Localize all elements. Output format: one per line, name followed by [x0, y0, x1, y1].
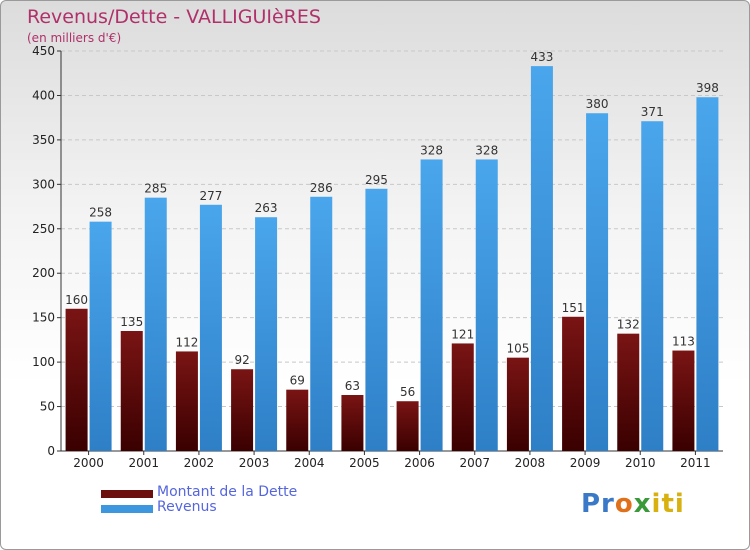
- x-tick-label: 2003: [239, 456, 270, 470]
- data-label-dette: 135: [120, 315, 143, 329]
- bar-revenus: [199, 204, 222, 451]
- y-tick-label: 350: [32, 133, 55, 147]
- x-tick-label: 2001: [128, 456, 159, 470]
- logo-part-4: iti: [651, 489, 685, 519]
- bar-dette: [175, 351, 198, 451]
- data-label-revenus: 286: [310, 181, 333, 195]
- data-label-dette: 151: [562, 301, 585, 315]
- x-tick-label: 2010: [625, 456, 656, 470]
- bar-dette: [231, 369, 254, 451]
- legend-swatch-dette: [101, 490, 153, 498]
- y-tick-label: 450: [32, 44, 55, 58]
- bar-revenus: [696, 97, 719, 451]
- bar-revenus: [144, 197, 167, 451]
- bar-dette: [562, 316, 585, 451]
- data-label-dette: 56: [400, 385, 415, 399]
- data-label-dette: 121: [451, 327, 474, 341]
- data-label-revenus: 371: [641, 105, 664, 119]
- x-tick-label: 2002: [184, 456, 215, 470]
- bar-dette: [451, 343, 474, 451]
- data-label-revenus: 285: [144, 182, 167, 196]
- bar-revenus: [530, 66, 553, 451]
- data-label-revenus: 380: [586, 97, 609, 111]
- x-tick-label: 2000: [73, 456, 104, 470]
- data-label-revenus: 277: [199, 189, 222, 203]
- data-label-dette: 63: [345, 379, 360, 393]
- bar-revenus: [310, 196, 333, 451]
- bar-dette: [672, 350, 695, 451]
- x-tick-label: 2008: [515, 456, 546, 470]
- logo-part-2: o: [614, 489, 634, 519]
- bar-dette: [506, 357, 529, 451]
- y-tick-label: 250: [32, 222, 55, 236]
- y-tick-label: 400: [32, 88, 55, 102]
- x-tick-label: 2011: [680, 456, 711, 470]
- bar-dette: [286, 389, 309, 451]
- data-label-revenus: 258: [89, 206, 112, 220]
- bar-revenus: [89, 221, 112, 451]
- bar-revenus: [586, 113, 609, 451]
- data-label-dette: 113: [672, 335, 695, 349]
- bar-dette: [396, 401, 419, 451]
- bar-revenus: [255, 217, 278, 451]
- legend-label-dette: Montant de la Dette: [157, 484, 298, 500]
- bar-dette: [617, 333, 640, 451]
- data-label-revenus: 263: [255, 201, 278, 215]
- bar-dette: [65, 308, 88, 451]
- y-tick-label: 300: [32, 177, 55, 191]
- x-tick-label: 2009: [570, 456, 601, 470]
- proxiti-logo: Proxiti: [581, 489, 685, 519]
- data-label-dette: 69: [290, 374, 305, 388]
- x-tick-label: 2006: [404, 456, 435, 470]
- bar-dette: [120, 331, 143, 451]
- data-label-dette: 132: [617, 318, 640, 332]
- bar-revenus: [365, 188, 388, 451]
- data-label-revenus: 295: [365, 173, 388, 187]
- bar-revenus: [475, 159, 498, 451]
- data-label-revenus: 398: [696, 81, 719, 95]
- chart-title: Revenus/Dette - VALLIGUIèRES: [27, 6, 321, 28]
- y-tick-label: 50: [40, 400, 55, 414]
- x-tick-label: 2004: [294, 456, 325, 470]
- y-tick-label: 200: [32, 266, 55, 280]
- chart-subtitle: (en milliers d'€): [27, 31, 122, 45]
- y-tick-label: 150: [32, 311, 55, 325]
- bar-revenus: [420, 159, 443, 451]
- data-label-revenus: 328: [475, 143, 498, 157]
- data-label-dette: 160: [65, 293, 88, 307]
- x-tick-label: 2005: [349, 456, 380, 470]
- logo-part-3: x: [633, 489, 652, 519]
- bar-dette: [341, 395, 364, 451]
- data-label-dette: 92: [234, 353, 249, 367]
- legend-swatch-revenus: [101, 505, 153, 513]
- data-label-dette: 112: [175, 335, 198, 349]
- y-tick-label: 0: [47, 444, 55, 458]
- x-tick-label: 2007: [459, 456, 490, 470]
- bar-revenus: [641, 121, 664, 451]
- data-label-revenus: 433: [530, 50, 553, 64]
- data-label-dette: 105: [506, 342, 529, 356]
- data-label-revenus: 328: [420, 143, 443, 157]
- y-tick-label: 100: [32, 355, 55, 369]
- logo-part-1: Pr: [581, 489, 615, 519]
- legend-label-revenus: Revenus: [157, 499, 217, 515]
